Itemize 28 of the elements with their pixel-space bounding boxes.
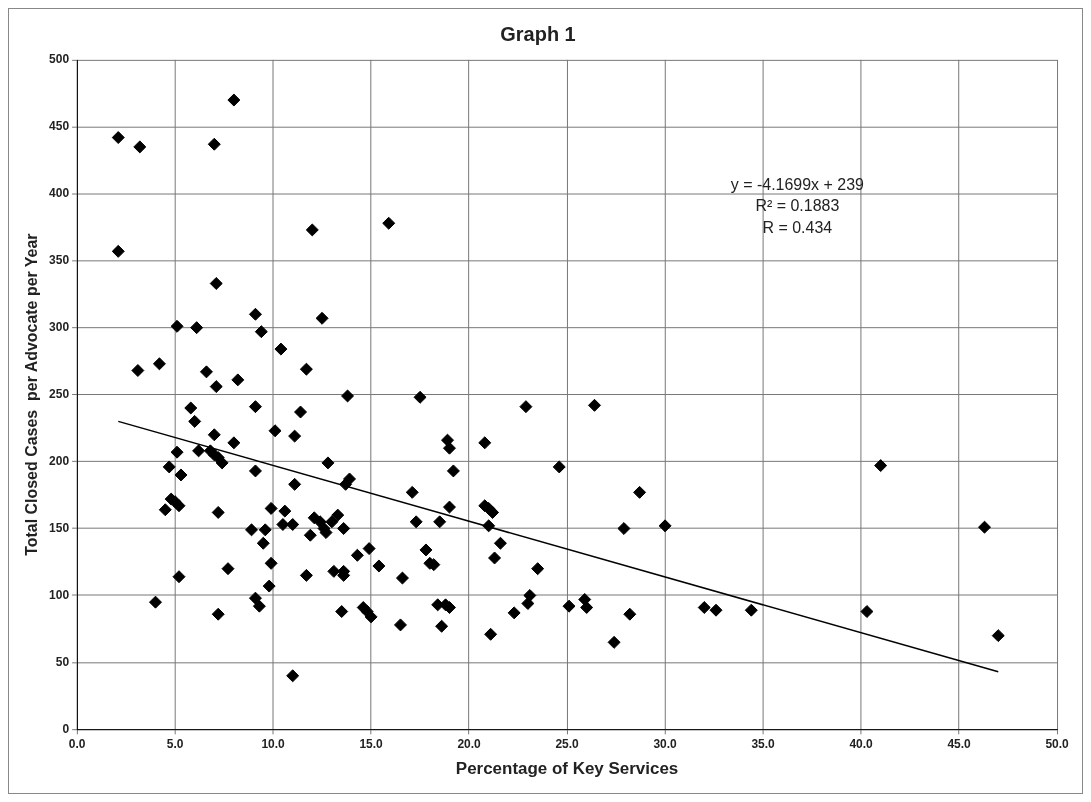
x-tick-label: 0.0	[68, 736, 86, 751]
y-tick-label: 100	[49, 587, 70, 602]
x-tick-label: 50.0	[1045, 736, 1070, 751]
x-tick-label: 45.0	[947, 736, 972, 751]
y-axis-title: Total Closed Cases per Advocate per Year	[22, 233, 40, 556]
y-tick-label: 0	[62, 721, 70, 736]
x-tick-label: 30.0	[653, 736, 678, 751]
x-tick-label: 15.0	[359, 736, 384, 751]
y-tick-label: 350	[49, 253, 70, 268]
chart-title: Graph 1	[500, 23, 576, 46]
y-tick-label: 250	[49, 386, 70, 401]
y-tick-label: 50	[55, 654, 70, 669]
x-tick-label: 20.0	[457, 736, 482, 751]
x-tick-label: 40.0	[849, 736, 874, 751]
y-tick-label: 450	[49, 119, 70, 134]
annotation: R² = 0.1883	[755, 197, 840, 215]
annotation: R = 0.434	[762, 219, 833, 237]
x-tick-label: 25.0	[555, 736, 580, 751]
x-tick-label: 10.0	[261, 736, 286, 751]
annotation: y = -4.1699x + 239	[730, 175, 865, 193]
x-tick-label: 35.0	[751, 736, 776, 751]
y-tick-label: 500	[49, 52, 70, 67]
x-axis-title: Percentage of Key Services	[455, 758, 679, 778]
y-tick-label: 400	[49, 186, 70, 201]
x-tick-label: 5.0	[166, 736, 184, 751]
y-tick-label: 300	[49, 319, 70, 334]
y-tick-label: 200	[49, 453, 70, 468]
y-tick-label: 150	[49, 520, 70, 535]
